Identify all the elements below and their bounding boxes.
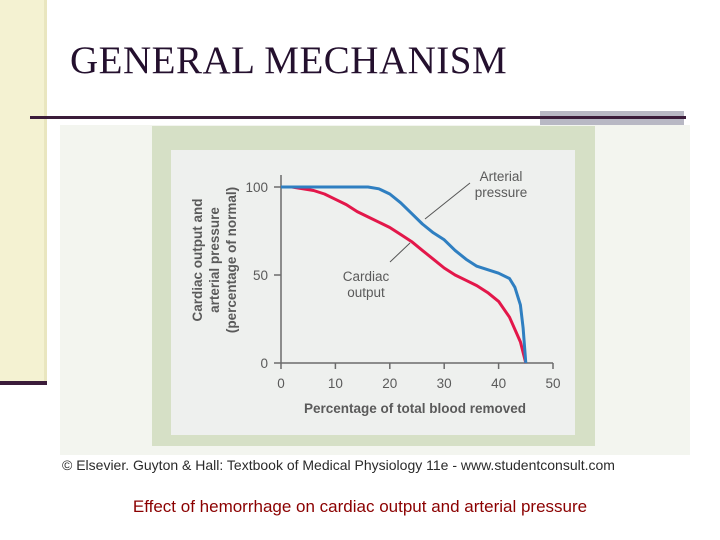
y-axis-label-line: Cardiac output and — [190, 198, 205, 321]
slide-title: GENERAL MECHANISM — [70, 39, 508, 82]
axis-ticks: 0 10 20 30 40 50 0 50 100 — [245, 180, 560, 391]
x-tick-label: 30 — [437, 376, 452, 391]
series-line-arterial-pressure — [281, 185, 528, 364]
y-axis-label-line: (percentage of normal) — [224, 187, 239, 333]
series-label: Arterial — [480, 169, 523, 184]
y-tick-label: 100 — [245, 180, 268, 195]
series-label: Cardiac — [343, 269, 390, 284]
x-tick-label: 40 — [491, 376, 506, 391]
x-axis-label: Percentage of total blood removed — [304, 401, 526, 416]
series-label: pressure — [475, 185, 528, 200]
x-tick-label: 0 — [277, 376, 285, 391]
x-tick-label: 10 — [328, 376, 343, 391]
figure-copyright: © Elsevier. Guyton & Hall: Textbook of M… — [62, 457, 615, 473]
x-tick-label: 50 — [545, 376, 560, 391]
chart-axes — [280, 175, 553, 364]
y-axis-label-line: arterial pressure — [207, 207, 222, 313]
y-tick-label: 0 — [260, 356, 268, 371]
y-tick-label: 50 — [253, 268, 268, 283]
plot-area — [171, 150, 575, 435]
series-label-leader — [389, 242, 411, 263]
series-label-leader — [424, 182, 471, 220]
y-axis-label: Cardiac output and arterial pressure (perc… — [190, 187, 239, 333]
sidebar-accent-bar — [0, 0, 47, 383]
sidebar-accent-foot — [0, 381, 47, 385]
x-tick-label: 20 — [382, 376, 397, 391]
series-label: output — [347, 285, 385, 300]
series-line-cardiac-output — [281, 185, 528, 364]
slide-caption: Effect of hemorrhage on cardiac output a… — [132, 497, 588, 516]
title-rule — [30, 116, 686, 119]
